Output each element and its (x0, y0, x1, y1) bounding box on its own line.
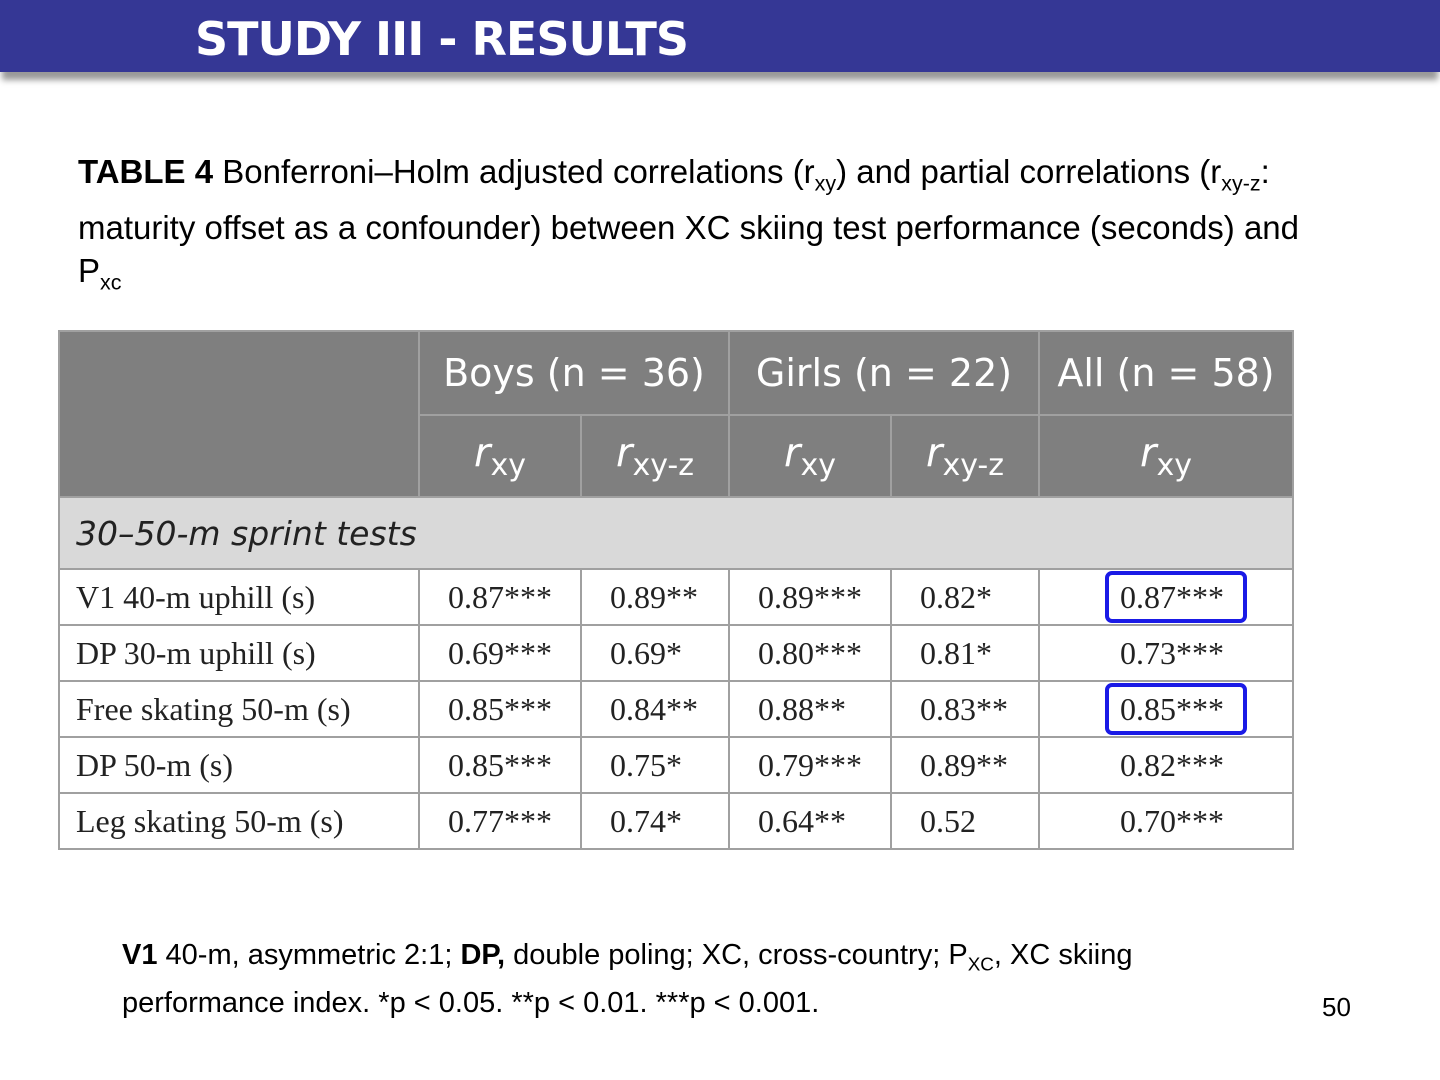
data-row: DP 50-m (s) 0.85*** 0.75* 0.79*** 0.89** 0.82… (58, 736, 1294, 794)
slide-title: STUDY III - RESULTS (195, 12, 689, 66)
value-cell: 0.85*** (1038, 680, 1294, 738)
value-cell: 0.84** (580, 680, 730, 738)
subscript: xy (490, 447, 526, 483)
symbol: r (1140, 429, 1157, 476)
highlight-box (1105, 571, 1247, 623)
column-header: rxy-z (580, 414, 730, 498)
group-header: Boys (n = 36) (418, 330, 730, 416)
value-cell: 0.80*** (728, 624, 892, 682)
corner-cell (58, 330, 420, 498)
row-label: Free skating 50-m (s) (58, 680, 420, 738)
value-cell: 0.73*** (1038, 624, 1294, 682)
column-header: rxy (728, 414, 892, 498)
value-cell: 0.82*** (1038, 736, 1294, 794)
value-cell: 0.77*** (418, 792, 582, 850)
symbol: r (784, 429, 801, 476)
symbol: r (474, 429, 491, 476)
value-cell: 0.69* (580, 624, 730, 682)
subscript: xy (800, 447, 836, 483)
text-segment: xy (814, 171, 837, 196)
column-header: rxy (1038, 414, 1294, 498)
subscript: xy-z (632, 447, 694, 483)
value-cell: 0.79*** (728, 736, 892, 794)
value-cell: 0.85*** (418, 680, 582, 738)
header-row: Boys (n = 36) Girls (n = 22) All (n = 58) (58, 330, 1294, 498)
group-header: All (n = 58) (1038, 330, 1294, 416)
subheader-row: rxy rxy-z rxy rxy-z rxy (59, 414, 1294, 498)
section-label: 30–50-m sprint tests (58, 496, 1294, 570)
highlight-box (1105, 683, 1247, 735)
row-label: V1 40-m uphill (s) (58, 568, 420, 626)
value-cell: 0.87*** (418, 568, 582, 626)
value-cell: 0.69*** (418, 624, 582, 682)
text-segment: DP, (460, 939, 506, 971)
data-row: Free skating 50-m (s) 0.85*** 0.84** 0.88**… (58, 680, 1294, 738)
text-segment: Bonferroni–Holm adjusted correlations (r (213, 153, 815, 190)
value-cell: 0.64** (728, 792, 892, 850)
symbol: r (925, 429, 943, 476)
table-caption: TABLE 4 Bonferroni–Holm adjusted correla… (78, 150, 1318, 304)
group-header: Girls (n = 22) (728, 330, 1040, 416)
footnote: V1 40-m, asymmetric 2:1; DP, double poli… (122, 936, 1282, 1023)
data-row: DP 30-m uphill (s) 0.69*** 0.69* 0.80*** 0.8… (58, 624, 1294, 682)
text-segment: : maturity offset as a confounder) betwe… (78, 153, 1309, 289)
text-segment: xc (100, 270, 122, 294)
subscript: xy (1156, 447, 1192, 483)
value-cell: 0.85*** (418, 736, 582, 794)
value-cell: 0.74* (580, 792, 730, 850)
value-cell: 0.89** (580, 568, 730, 626)
data-row: V1 40-m uphill (s) 0.87*** 0.89** 0.89*** 0.… (58, 568, 1294, 626)
text-segment: ) and partial correlations (r (836, 153, 1222, 190)
text-segment: TABLE 4 (78, 153, 214, 190)
text-segment: V1 (122, 939, 158, 971)
subscript: xy-z (942, 447, 1004, 483)
value-cell: 0.89** (890, 736, 1040, 794)
column-header: rxy (418, 414, 582, 498)
value-cell: 0.82* (890, 568, 1040, 626)
value-cell: 0.89*** (728, 568, 892, 626)
data-row: Leg skating 50-m (s) 0.77*** 0.74* 0.64** 0.… (58, 792, 1294, 850)
symbol: r (615, 429, 633, 476)
row-label: DP 50-m (s) (58, 736, 420, 794)
value-cell: 0.70*** (1038, 792, 1294, 850)
row-label: DP 30-m uphill (s) (58, 624, 420, 682)
value-cell: 0.87*** (1038, 568, 1294, 626)
text-segment: 40-m, asymmetric 2:1; (157, 939, 461, 971)
text-segment: xy-z (1221, 171, 1261, 196)
header-bar (0, 0, 1440, 72)
text-segment: , XC skiing performance index. *p < 0.05… (122, 939, 1141, 1019)
value-cell: 0.52 (890, 792, 1040, 850)
value-cell: 0.83** (890, 680, 1040, 738)
page-number: 50 (1322, 992, 1351, 1022)
value-cell: 0.88** (728, 680, 892, 738)
text-segment: double poling; XC, cross-country; P (505, 939, 968, 971)
value-cell: 0.81* (890, 624, 1040, 682)
section-row: 30–50-m sprint tests (58, 496, 1294, 570)
results-table: Boys (n = 36) Girls (n = 22) All (n = 58) r… (58, 330, 1294, 850)
column-header: rxy-z (890, 414, 1040, 498)
value-cell: 0.75* (580, 736, 730, 794)
row-label: Leg skating 50-m (s) (58, 792, 420, 850)
text-segment: XC (967, 953, 994, 975)
